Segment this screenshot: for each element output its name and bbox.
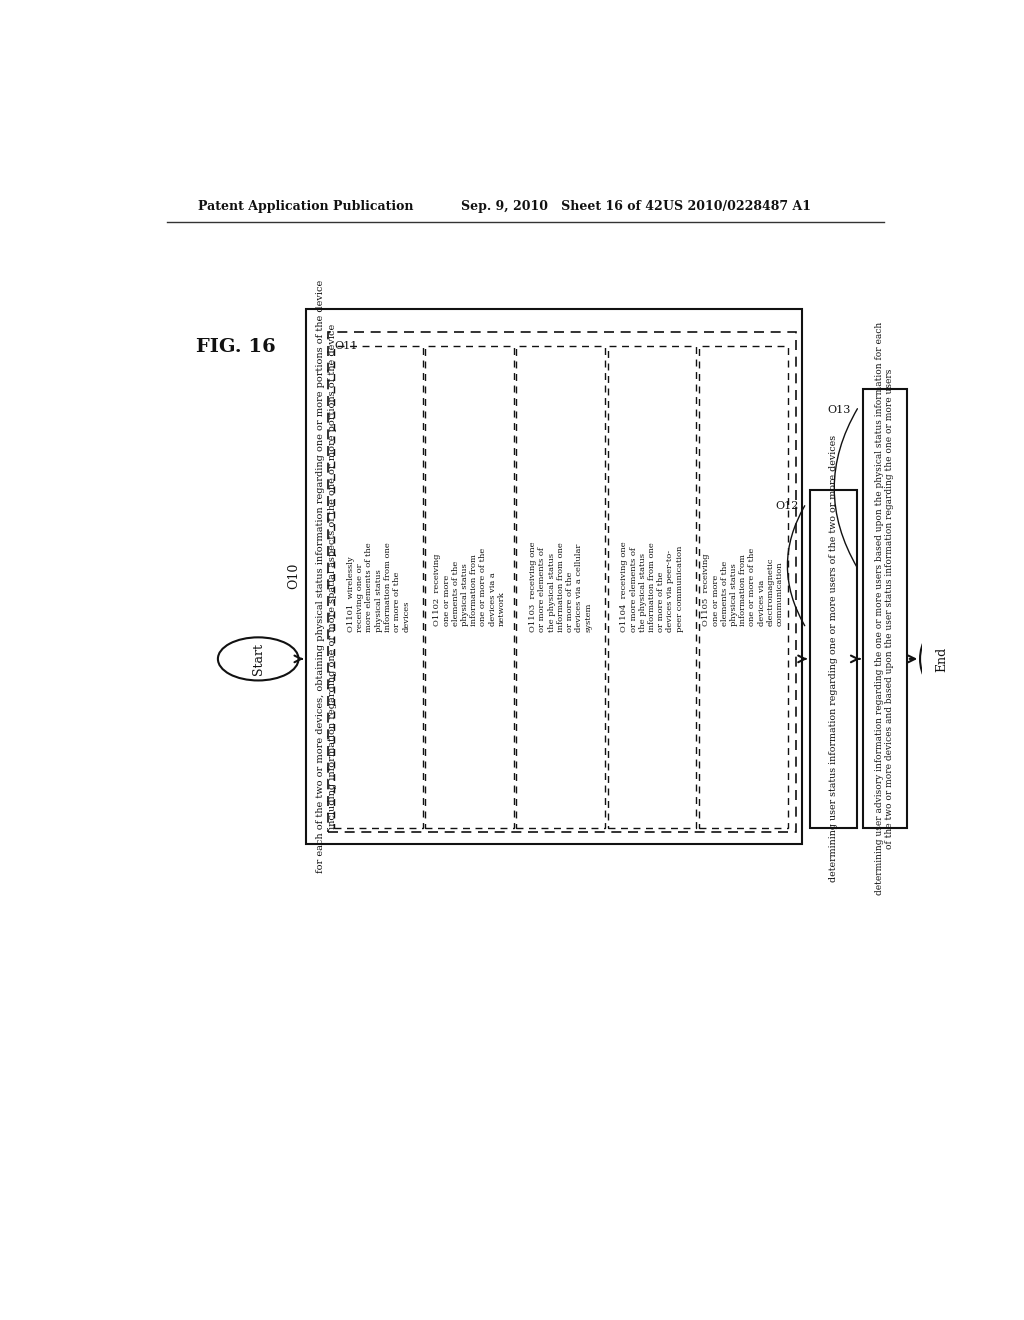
Text: O1105  receiving
one or more
elements of the
physical status
information from
on: O1105 receiving one or more elements of … xyxy=(702,548,784,626)
Text: O1101  wirelessly
receiving one or
more elements of the
physical status
informat: O1101 wirelessly receiving one or more e… xyxy=(347,543,411,632)
Text: O10: O10 xyxy=(287,562,300,589)
Bar xyxy=(862,389,907,829)
Bar xyxy=(698,346,787,829)
Bar xyxy=(425,346,514,829)
Text: determining user status information regarding one or more users of the two or mo: determining user status information rega… xyxy=(828,436,838,883)
Bar xyxy=(810,490,856,829)
Bar xyxy=(334,346,423,829)
Bar xyxy=(607,346,696,829)
Text: determining user advisory information regarding the one or more users based upon: determining user advisory information re… xyxy=(876,322,895,895)
Text: FIG. 16: FIG. 16 xyxy=(197,338,275,356)
Text: O1103  receiving one
or more elements of
the physical status
information from on: O1103 receiving one or more elements of … xyxy=(529,541,593,632)
Text: O1102  receiving
one or more
elements of the
physical status
information from
on: O1102 receiving one or more elements of … xyxy=(433,548,506,626)
Bar xyxy=(328,331,796,832)
Text: Patent Application Publication: Patent Application Publication xyxy=(198,201,414,214)
Text: Sep. 9, 2010   Sheet 16 of 42: Sep. 9, 2010 Sheet 16 of 42 xyxy=(461,201,663,214)
Text: End: End xyxy=(935,647,948,672)
Text: O12: O12 xyxy=(775,502,799,511)
Bar xyxy=(516,346,605,829)
Text: O13: O13 xyxy=(827,405,851,414)
Text: for each of the two or more devices, obtaining physical status information regar: for each of the two or more devices, obt… xyxy=(315,280,325,873)
Text: O1104  receiving one
or more elements of
the physical status
information from on: O1104 receiving one or more elements of … xyxy=(621,541,684,632)
Text: O11: O11 xyxy=(334,341,357,351)
Text: including information regarding one or more spatial aspects of the one or more p: including information regarding one or m… xyxy=(328,323,337,829)
Text: Start: Start xyxy=(252,643,264,675)
Text: US 2010/0228487 A1: US 2010/0228487 A1 xyxy=(663,201,811,214)
Bar xyxy=(306,309,802,843)
